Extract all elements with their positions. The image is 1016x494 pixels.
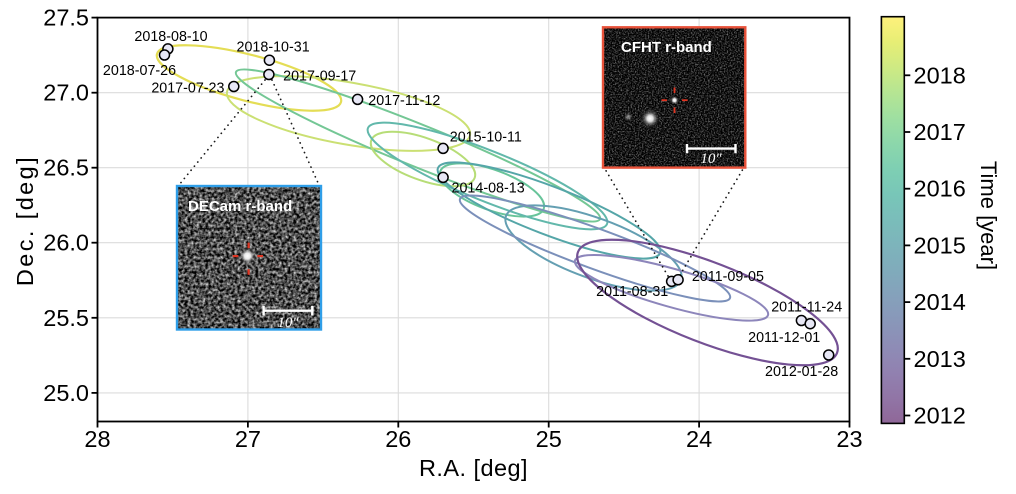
svg-text:2011-08-31: 2011-08-31 bbox=[596, 284, 668, 300]
svg-text:2014: 2014 bbox=[914, 289, 966, 315]
svg-text:2015-10-11: 2015-10-11 bbox=[450, 129, 522, 145]
svg-text:2011-09-05: 2011-09-05 bbox=[692, 269, 764, 285]
svg-text:Time [year]: Time [year] bbox=[976, 161, 1001, 270]
svg-text:26.0: 26.0 bbox=[43, 230, 89, 256]
svg-text:Dec. [deg]: Dec. [deg] bbox=[12, 155, 38, 286]
svg-text:2013: 2013 bbox=[914, 346, 966, 372]
svg-text:2011-12-01: 2011-12-01 bbox=[748, 330, 820, 346]
svg-text:2012: 2012 bbox=[914, 403, 966, 429]
svg-text:2017-11-12: 2017-11-12 bbox=[368, 93, 440, 109]
svg-text:26.5: 26.5 bbox=[43, 155, 89, 181]
svg-text:2017: 2017 bbox=[914, 119, 966, 145]
svg-text:CFHT r-band: CFHT r-band bbox=[621, 39, 712, 56]
svg-text:10″: 10″ bbox=[700, 151, 722, 167]
svg-text:2017-07-23: 2017-07-23 bbox=[151, 80, 224, 96]
svg-text:26: 26 bbox=[385, 426, 411, 452]
svg-text:25.5: 25.5 bbox=[43, 305, 89, 331]
svg-text:27.0: 27.0 bbox=[43, 80, 89, 106]
svg-text:2012-01-28: 2012-01-28 bbox=[765, 364, 838, 380]
svg-text:23: 23 bbox=[836, 426, 862, 452]
svg-text:28: 28 bbox=[84, 426, 110, 452]
svg-text:25: 25 bbox=[536, 426, 562, 452]
svg-text:2018-08-10: 2018-08-10 bbox=[134, 29, 207, 45]
svg-text:10″: 10″ bbox=[277, 315, 299, 331]
svg-text:27: 27 bbox=[235, 426, 261, 452]
svg-text:27.5: 27.5 bbox=[43, 5, 89, 31]
svg-text:2015: 2015 bbox=[914, 232, 966, 258]
svg-text:R.A. [deg]: R.A. [deg] bbox=[419, 455, 528, 481]
svg-text:24: 24 bbox=[686, 426, 712, 452]
svg-text:DECam r-band: DECam r-band bbox=[188, 198, 292, 215]
svg-text:2016: 2016 bbox=[914, 176, 966, 202]
svg-text:2011-11-24: 2011-11-24 bbox=[771, 300, 842, 316]
svg-text:25.0: 25.0 bbox=[43, 380, 89, 406]
svg-text:2018: 2018 bbox=[914, 62, 966, 88]
svg-text:2018-10-31: 2018-10-31 bbox=[237, 39, 310, 55]
svg-text:2014-08-13: 2014-08-13 bbox=[452, 181, 525, 197]
svg-text:2017-09-17: 2017-09-17 bbox=[283, 68, 356, 84]
svg-text:2018-07-26: 2018-07-26 bbox=[103, 63, 176, 79]
